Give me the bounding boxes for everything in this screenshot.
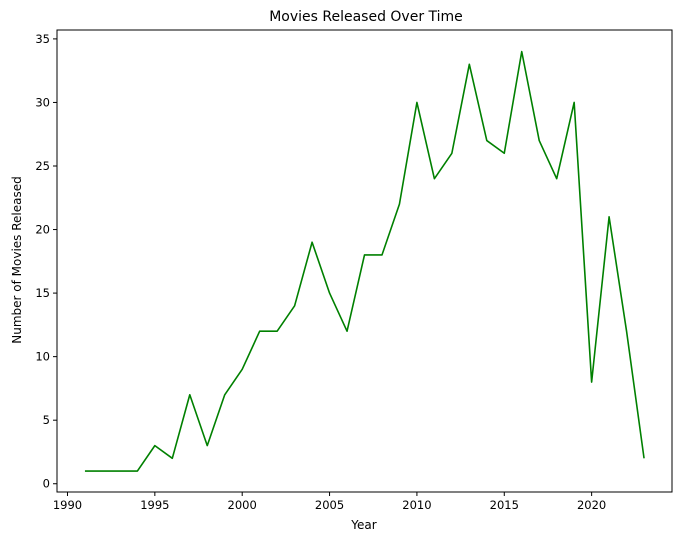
- x-tick-label: 2000: [228, 498, 257, 512]
- y-tick-label: 35: [35, 32, 50, 46]
- x-tick-label: 1990: [53, 498, 82, 512]
- y-tick-label: 5: [43, 413, 50, 427]
- y-tick-label: 30: [35, 95, 50, 109]
- x-axis-label: Year: [350, 518, 376, 532]
- plot-frame: [56, 29, 673, 493]
- y-tick-label: 15: [35, 286, 50, 300]
- plot-area: 1990 1995 2000 2005 2010 2015 2020 0 5 10 15 20 25 30…: [35, 29, 673, 512]
- y-tick-label: 25: [35, 159, 50, 173]
- y-tick-label: 10: [35, 350, 50, 364]
- y-tick-label: 20: [35, 223, 50, 237]
- series-line: [84, 50, 645, 472]
- x-tick-label: 2005: [315, 498, 344, 512]
- x-tick-label: 2010: [402, 498, 431, 512]
- y-tick-label: 0: [43, 477, 50, 491]
- x-tick-label: 1995: [140, 498, 169, 512]
- chart-title: Movies Released Over Time: [269, 9, 463, 25]
- x-tick-label: 2015: [490, 498, 519, 512]
- y-axis-label: Number of Movies Released: [10, 176, 24, 343]
- x-tick-label: 2020: [577, 498, 606, 512]
